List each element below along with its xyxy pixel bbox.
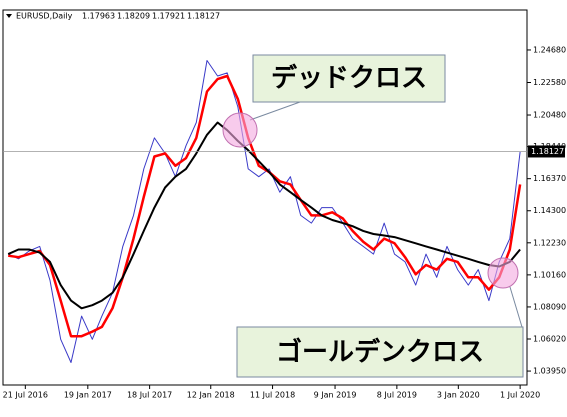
golden-cross-circle	[487, 257, 519, 289]
symbol: EURUSD,Daily	[16, 12, 73, 21]
y-tick-label: 1.03950	[533, 367, 566, 376]
x-tick-label: 21 Jul 2016	[3, 391, 48, 400]
menu-arrow	[6, 14, 12, 18]
dead-cross-box	[252, 54, 446, 103]
golden-cross-label: ゴールデンクロス	[276, 337, 484, 368]
annotations: デッドクロス ゴールデンクロス	[222, 54, 524, 378]
x-tick-label: 19 Jan 2017	[64, 391, 112, 400]
golden-cross-box	[236, 326, 524, 378]
last-price-box	[528, 145, 565, 158]
series-line	[8, 74, 522, 338]
y-tick-label: 1.16370	[533, 174, 566, 183]
x-tick-label: 9 Jan 2019	[314, 391, 357, 400]
last-price-label: 1.18127	[531, 147, 564, 156]
pointer	[249, 101, 301, 121]
x-tick-label: 3 Jan 2020	[437, 391, 480, 400]
close: 1.18127	[187, 12, 220, 21]
dead-cross-label: デッドクロス	[271, 63, 427, 94]
y-tick-label: 1.06020	[533, 334, 566, 343]
marks: 1.246801.225801.204801.184401.163701.143…	[3, 45, 566, 399]
y-tick-label: 1.08090	[533, 302, 566, 311]
dead-cross-circle	[222, 112, 258, 148]
x-tick-label: 1 Jul 2020	[500, 391, 540, 400]
y-tick-label: 1.12230	[533, 238, 566, 247]
pointer	[509, 286, 523, 328]
low: 1.17921	[152, 12, 185, 21]
x-tick-label: 18 Jul 2017	[127, 391, 172, 400]
x-tick-label: 12 Jan 2018	[187, 391, 235, 400]
y-tick-label: 1.24680	[533, 45, 566, 54]
y-tick-label: 1.14300	[533, 206, 566, 215]
x-tick-label: 11 Jul 2018	[250, 391, 295, 400]
y-tick-label: 1.22580	[533, 78, 566, 87]
high: 1.18209	[117, 12, 150, 21]
x-tick-label: 8 Jul 2019	[377, 391, 417, 400]
y-tick-label: 1.10160	[533, 270, 566, 279]
y-tick-label: 1.20480	[533, 111, 566, 120]
series-line	[7, 60, 521, 363]
series-line	[7, 121, 521, 310]
open: 1.17963	[82, 12, 115, 21]
